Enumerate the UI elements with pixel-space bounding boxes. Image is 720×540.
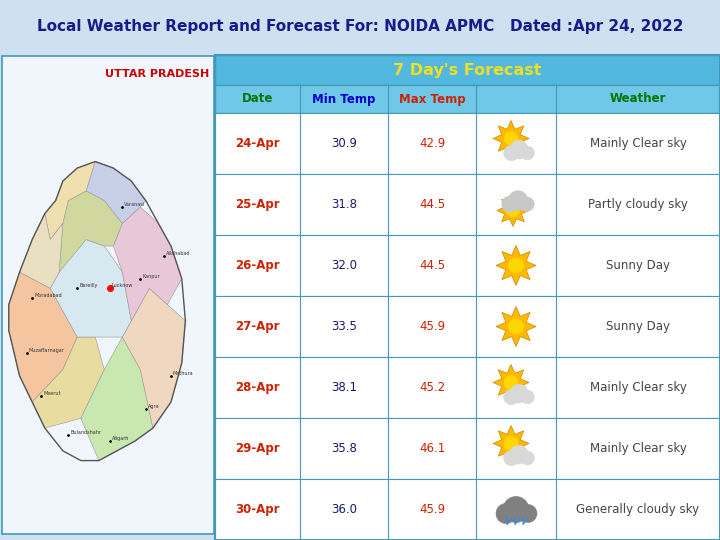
Bar	[215, 55, 720, 85]
Circle shape	[505, 132, 518, 145]
Text: Sunny Day: Sunny Day	[606, 259, 670, 272]
Polygon shape	[497, 194, 529, 226]
Text: 44.5: 44.5	[419, 259, 445, 272]
Text: 46.1: 46.1	[419, 442, 445, 455]
Text: Meerut: Meerut	[43, 390, 60, 396]
Text: 45.9: 45.9	[419, 503, 445, 516]
Text: Mainly Clear sky: Mainly Clear sky	[590, 381, 686, 394]
Polygon shape	[19, 213, 63, 288]
Text: Mainly Clear sky: Mainly Clear sky	[590, 442, 686, 455]
Circle shape	[519, 504, 537, 523]
Text: 44.5: 44.5	[419, 198, 445, 211]
Bar	[2, 56, 214, 534]
Text: 32.0: 32.0	[331, 259, 357, 272]
Text: 45.2: 45.2	[419, 381, 445, 394]
Circle shape	[521, 146, 534, 160]
Circle shape	[507, 205, 519, 217]
Text: Muzaffarnagar: Muzaffarnagar	[29, 348, 65, 353]
Polygon shape	[32, 337, 104, 428]
Circle shape	[510, 384, 528, 403]
Bar	[215, 357, 720, 418]
Text: 7 Day's Forecast: 7 Day's Forecast	[393, 63, 541, 78]
Text: 29-Apr: 29-Apr	[235, 442, 280, 455]
Circle shape	[520, 197, 534, 211]
Polygon shape	[59, 191, 122, 272]
Text: Weather: Weather	[610, 92, 666, 105]
Bar	[215, 235, 720, 296]
Text: Min Temp: Min Temp	[312, 92, 376, 105]
Circle shape	[510, 446, 528, 464]
Polygon shape	[493, 364, 529, 401]
Text: 27-Apr: 27-Apr	[235, 320, 280, 333]
Polygon shape	[50, 240, 131, 337]
Text: Max Temp: Max Temp	[399, 92, 465, 105]
Polygon shape	[9, 272, 77, 402]
Text: 30.9: 30.9	[331, 137, 357, 150]
Text: Allahabad: Allahabad	[166, 251, 190, 256]
Polygon shape	[86, 161, 145, 224]
Bar	[215, 418, 720, 479]
Bar	[215, 55, 720, 540]
Text: 35.8: 35.8	[331, 442, 357, 455]
Text: 36.0: 36.0	[331, 503, 357, 516]
Circle shape	[504, 450, 519, 465]
Circle shape	[502, 196, 518, 212]
Circle shape	[505, 437, 518, 450]
Text: 42.9: 42.9	[419, 137, 445, 150]
Text: Aligarh: Aligarh	[112, 436, 129, 441]
Circle shape	[503, 496, 529, 523]
Text: Agra: Agra	[148, 403, 159, 409]
Text: 33.5: 33.5	[331, 320, 357, 333]
Text: Generally cloudy sky: Generally cloudy sky	[577, 503, 700, 516]
Text: Kanpur: Kanpur	[143, 274, 160, 279]
Bar	[215, 296, 720, 357]
Text: UTTAR PRADESH: UTTAR PRADESH	[104, 69, 209, 79]
Polygon shape	[493, 120, 529, 157]
Text: Sunny Day: Sunny Day	[606, 320, 670, 333]
Text: Moradabad: Moradabad	[35, 293, 62, 298]
Circle shape	[521, 390, 534, 404]
Text: 31.8: 31.8	[331, 198, 357, 211]
Text: 38.1: 38.1	[331, 381, 357, 394]
Text: 25-Apr: 25-Apr	[235, 198, 280, 211]
Text: 28-Apr: 28-Apr	[235, 381, 280, 394]
Circle shape	[509, 319, 523, 334]
Text: Partly cloudy sky: Partly cloudy sky	[588, 198, 688, 211]
Circle shape	[505, 376, 518, 389]
Text: 30-Apr: 30-Apr	[235, 503, 280, 516]
Text: Bulandshahr: Bulandshahr	[71, 430, 102, 435]
Bar	[215, 85, 720, 113]
Circle shape	[496, 503, 516, 523]
Text: Local Weather Report and Forecast For: NOIDA APMC   Dated :Apr 24, 2022: Local Weather Report and Forecast For: N…	[37, 19, 683, 35]
Text: Bareilly: Bareilly	[79, 284, 98, 288]
Polygon shape	[113, 207, 181, 321]
Text: Mathura: Mathura	[173, 371, 194, 376]
Circle shape	[504, 389, 519, 404]
Text: 45.9: 45.9	[419, 320, 445, 333]
Text: 26-Apr: 26-Apr	[235, 259, 280, 272]
Bar	[215, 479, 720, 540]
Polygon shape	[493, 426, 529, 462]
Circle shape	[521, 451, 534, 465]
Text: Mainly Clear sky: Mainly Clear sky	[590, 137, 686, 150]
Text: Lucknow: Lucknow	[112, 284, 133, 288]
Polygon shape	[45, 161, 95, 240]
Polygon shape	[81, 337, 153, 461]
Polygon shape	[496, 246, 536, 286]
Bar	[215, 174, 720, 235]
Text: Date: Date	[242, 92, 273, 105]
Circle shape	[510, 140, 528, 159]
Circle shape	[509, 258, 523, 273]
Text: Varanasi: Varanasi	[125, 202, 145, 207]
Circle shape	[504, 145, 519, 161]
Polygon shape	[496, 307, 536, 347]
Text: 24-Apr: 24-Apr	[235, 137, 280, 150]
Circle shape	[508, 191, 528, 211]
Polygon shape	[122, 288, 185, 428]
Bar	[215, 113, 720, 174]
